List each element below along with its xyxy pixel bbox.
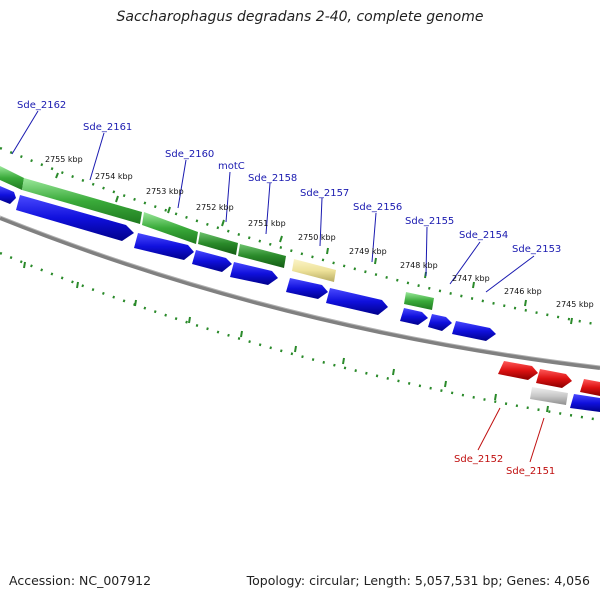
backbone-line: [0, 216, 600, 370]
tick-label-2746: 2746 kbp: [504, 287, 542, 296]
feature-blue-1[interactable]: [0, 186, 16, 204]
gene-labels: Sde_2162 Sde_2161 Sde_2160 motC Sde_2158…: [17, 100, 561, 255]
gene-label-sde-2151[interactable]: Sde_2151: [506, 466, 555, 477]
tick-label-2749: 2749 kbp: [349, 247, 387, 256]
tick-label-2753: 2753 kbp: [146, 187, 184, 196]
feature-blue-5[interactable]: [230, 262, 278, 285]
feature-sde-2155[interactable]: [404, 292, 434, 310]
feature-blue-11[interactable]: [570, 394, 600, 412]
forward-features: [0, 166, 434, 310]
feature-blue-9[interactable]: [428, 314, 452, 331]
feature-sde-2160[interactable]: [142, 212, 198, 244]
feature-blue-8[interactable]: [400, 308, 428, 325]
feature-sde-2158[interactable]: [238, 244, 286, 268]
tick-label-2754: 2754 kbp: [95, 172, 133, 181]
feature-blue-2[interactable]: [16, 195, 134, 241]
feature-sde-2157[interactable]: [292, 259, 336, 282]
red-gene-labels: Sde_2152 Sde_2151: [454, 454, 555, 477]
feature-blue-10[interactable]: [452, 321, 496, 341]
feature-sde-2152[interactable]: [498, 361, 538, 380]
gene-callout-lines: [11, 110, 535, 293]
reverse-features: [0, 186, 600, 412]
accession-text: Accession: NC_007912: [9, 573, 152, 588]
feature-blue-6[interactable]: [286, 278, 328, 299]
gene-label-sde-2152[interactable]: Sde_2152: [454, 454, 503, 465]
upper-tick-ruler: [0, 146, 600, 327]
tick-label-2750: 2750 kbp: [298, 233, 336, 242]
feature-sde-2162[interactable]: [0, 166, 24, 190]
tick-label-2745: 2745 kbp: [556, 300, 594, 309]
tick-label-2747: 2747 kbp: [452, 274, 490, 283]
lower-tick-ruler: [0, 251, 600, 422]
tick-label-2752: 2752 kbp: [196, 203, 234, 212]
lower-major-ticks: [23, 261, 549, 413]
gene-label-sde-2156[interactable]: Sde_2156: [353, 202, 402, 213]
tick-label-2748: 2748 kbp: [400, 261, 438, 270]
feature-blue-4[interactable]: [192, 250, 232, 272]
genome-summary-text: Topology: circular; Length: 5,057,531 bp…: [246, 573, 590, 588]
tick-label-2755: 2755 kbp: [45, 155, 83, 164]
red-features: [498, 361, 600, 405]
backbone-highlight: [0, 215, 600, 367]
gene-label-sde-2157[interactable]: Sde_2157: [300, 188, 349, 199]
gene-label-sde-2154[interactable]: Sde_2154: [459, 230, 508, 241]
gene-label-sde-2162[interactable]: Sde_2162: [17, 100, 66, 111]
tick-label-2751: 2751 kbp: [248, 219, 286, 228]
gene-label-motc[interactable]: motC: [218, 161, 245, 172]
gene-label-sde-2160[interactable]: Sde_2160: [165, 149, 214, 160]
gene-label-sde-2155[interactable]: Sde_2155: [405, 216, 454, 227]
feature-motc[interactable]: [198, 232, 238, 255]
gene-label-sde-2158[interactable]: Sde_2158: [248, 173, 297, 184]
gene-label-sde-2161[interactable]: Sde_2161: [83, 122, 132, 133]
tick-labels: 2755 kbp 2754 kbp 2753 kbp 2752 kbp 2751…: [45, 155, 594, 309]
feature-red-2[interactable]: [536, 369, 572, 388]
feature-red-3[interactable]: [580, 379, 600, 396]
feature-blue-3[interactable]: [134, 233, 194, 260]
feature-blue-7[interactable]: [326, 288, 388, 315]
feature-sde-2161[interactable]: [22, 178, 142, 224]
red-callout-lines: [477, 407, 545, 463]
gene-label-sde-2153[interactable]: Sde_2153: [512, 244, 561, 255]
map-title: Saccharophagus degradans 2-40, complete …: [116, 9, 484, 25]
feature-sde-2151[interactable]: [530, 387, 568, 405]
